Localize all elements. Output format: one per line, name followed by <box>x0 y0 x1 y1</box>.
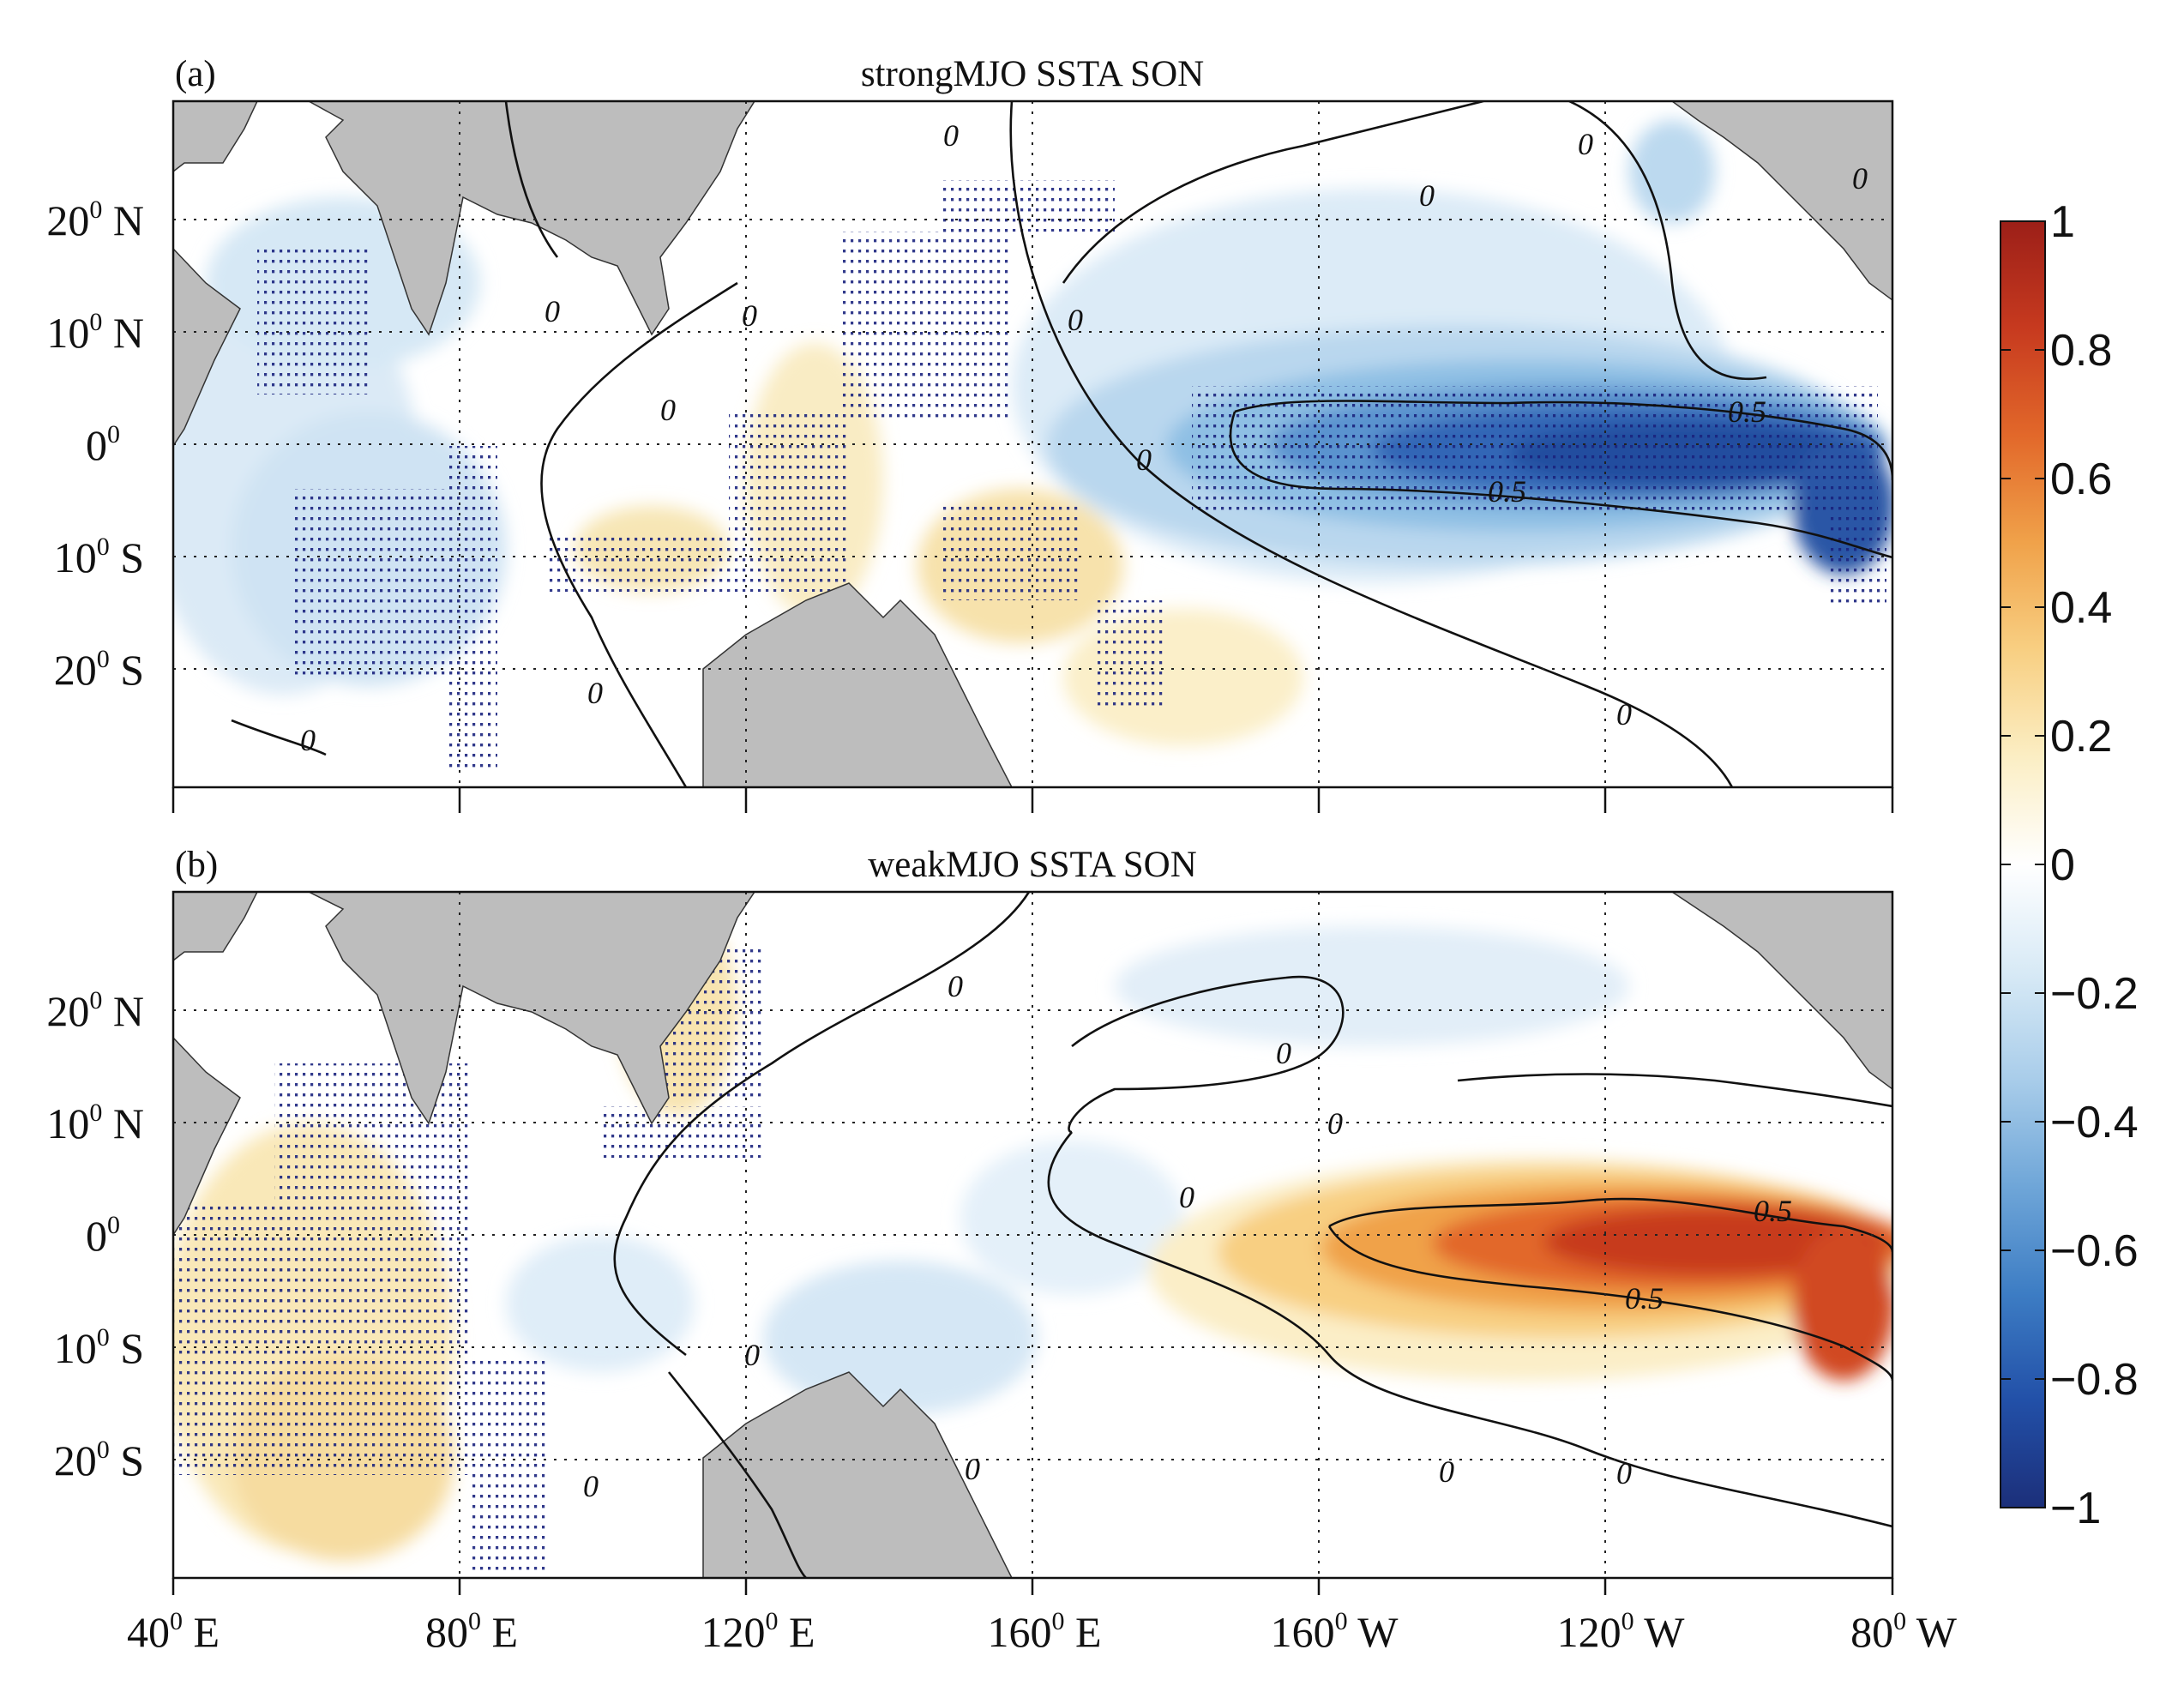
lon-tick-label: 800 W <box>1850 1607 1958 1656</box>
lat-tick-label: 200 N <box>46 196 144 244</box>
asia-land <box>308 101 755 336</box>
colorbar-tick-label: −0.8 <box>2050 1355 2139 1405</box>
panel-a-significance-stippling <box>257 180 1886 772</box>
contour-label: 0 <box>965 1452 980 1486</box>
lat-tick-label: 200 S <box>54 645 144 694</box>
lon-tick-label: 400 E <box>127 1607 220 1656</box>
contour-label: 0 <box>1616 697 1632 732</box>
north-america-land <box>1670 101 1892 301</box>
colorbar-tick-label: 0.2 <box>2050 712 2112 762</box>
lat-tick-label: 100 N <box>46 308 144 357</box>
contour-label: 0 <box>742 298 757 333</box>
contour-label: 0.5 <box>1625 1281 1664 1316</box>
north-america-land <box>1670 892 1892 1090</box>
lat-tick-label: 00 <box>86 1211 120 1260</box>
panel-a-land <box>173 101 1892 787</box>
lat-tick-label: 100 S <box>54 1323 144 1372</box>
contour-label: 0 <box>1068 303 1083 337</box>
africa-land <box>173 892 258 1237</box>
asia-land <box>308 892 755 1125</box>
lon-tick-label: 1200 E <box>701 1607 815 1656</box>
contour-label: 0 <box>948 969 963 1003</box>
contour-label: 0.5 <box>1488 474 1526 509</box>
panel-a-field <box>173 101 1892 787</box>
contour-label: 0 <box>587 676 603 710</box>
colorbar-tick-label: −0.6 <box>2050 1226 2139 1276</box>
panel-b-title: weakMJO SSTA SON <box>868 845 1197 885</box>
panel-a-lat-labels: 200 N 100 N 00 100 S 200 S <box>46 196 144 694</box>
contour-label: 0 <box>1276 1036 1291 1070</box>
lat-tick-label: 100 S <box>54 533 144 581</box>
colorbar-ticks: 1 0.8 0.6 0.4 0.2 0 −0.2 −0.4 −0.6 −0.8 −1 <box>2000 197 2139 1533</box>
contour-label: 0 <box>1578 127 1593 161</box>
lon-tick-label: 1600 E <box>987 1607 1101 1656</box>
panel-b-contour-labels: 0 0 0 0 0 0 0 0 0 0.5 0.5 <box>583 969 1792 1503</box>
panel-a-gridlines <box>173 101 1892 787</box>
colorbar-tick-label: −0.2 <box>2050 969 2139 1019</box>
lon-tick-label: 800 E <box>425 1607 518 1656</box>
africa-land <box>173 101 258 448</box>
panel-b-lat-labels: 200 N 100 N 00 100 S 200 S <box>46 986 144 1484</box>
lat-tick-label: 00 <box>86 420 120 469</box>
panel-b: 0 0 0 0 0 0 0 0 0 0.5 0.5 (b) weakMJO SS… <box>171 845 1894 1580</box>
contour-label: 0 <box>1616 1456 1632 1490</box>
colorbar-tick-label: 1 <box>2050 197 2075 247</box>
panel-a-contours <box>231 101 1892 787</box>
contour-label: 0 <box>1179 1180 1194 1214</box>
lon-tick-label: 1200 W <box>1557 1607 1686 1656</box>
lon-tick-label: 1600 W <box>1271 1607 1399 1656</box>
contour-label: 0.5 <box>1754 1194 1792 1228</box>
colorbar-tick-label: −0.4 <box>2050 1098 2139 1147</box>
lat-tick-label: 100 N <box>46 1099 144 1147</box>
colorbar-tick-label: 0.6 <box>2050 455 2112 504</box>
panel-b-contours <box>613 892 1892 1578</box>
contour-label: 0 <box>583 1469 599 1503</box>
panel-a-label: (a) <box>175 54 216 94</box>
contour-label: 0 <box>1439 1454 1454 1489</box>
contour-label: 0 <box>544 294 560 328</box>
contour-label: 0 <box>744 1338 760 1372</box>
lon-labels: 400 E 800 E 1200 E 1600 E 1600 W 1200 W … <box>127 1607 1958 1656</box>
panel-a-contour-labels: 0 0 0 0 0 0 0 0 0 0 0 0 0.5 0.5 <box>300 118 1868 757</box>
contour-label: 0 <box>300 723 316 757</box>
colorbar-tick-label: 0 <box>2050 840 2075 890</box>
contour-label: 0 <box>1852 161 1868 196</box>
panel-b-label: (b) <box>175 845 218 885</box>
lat-tick-label: 200 N <box>46 986 144 1035</box>
australia-land <box>702 582 1013 787</box>
panel-b-gridlines <box>173 892 1892 1578</box>
contour-label: 0 <box>1136 443 1152 477</box>
panel-a-title: strongMJO SSTA SON <box>861 54 1204 94</box>
colorbar: 1 0.8 0.6 0.4 0.2 0 −0.2 −0.4 −0.6 −0.8 −1 <box>2000 197 2139 1533</box>
panel-a: 0 0 0 0 0 0 0 0 0 0 0 0 0.5 0.5 (a) stro… <box>171 54 1894 789</box>
panel-b-field <box>173 892 1892 1578</box>
colorbar-tick-label: −1 <box>2050 1484 2101 1533</box>
contour-label: 0 <box>1419 178 1435 213</box>
contour-label: 0 <box>943 118 959 153</box>
contour-label: 0 <box>1327 1106 1343 1141</box>
colorbar-tick-label: 0.8 <box>2050 326 2112 376</box>
contour-label: 0 <box>660 393 676 427</box>
axis-tick-marks <box>171 787 1894 1595</box>
lat-tick-label: 200 S <box>54 1436 144 1484</box>
contour-label: 0.5 <box>1728 394 1766 429</box>
colorbar-tick-label: 0.4 <box>2050 583 2112 633</box>
